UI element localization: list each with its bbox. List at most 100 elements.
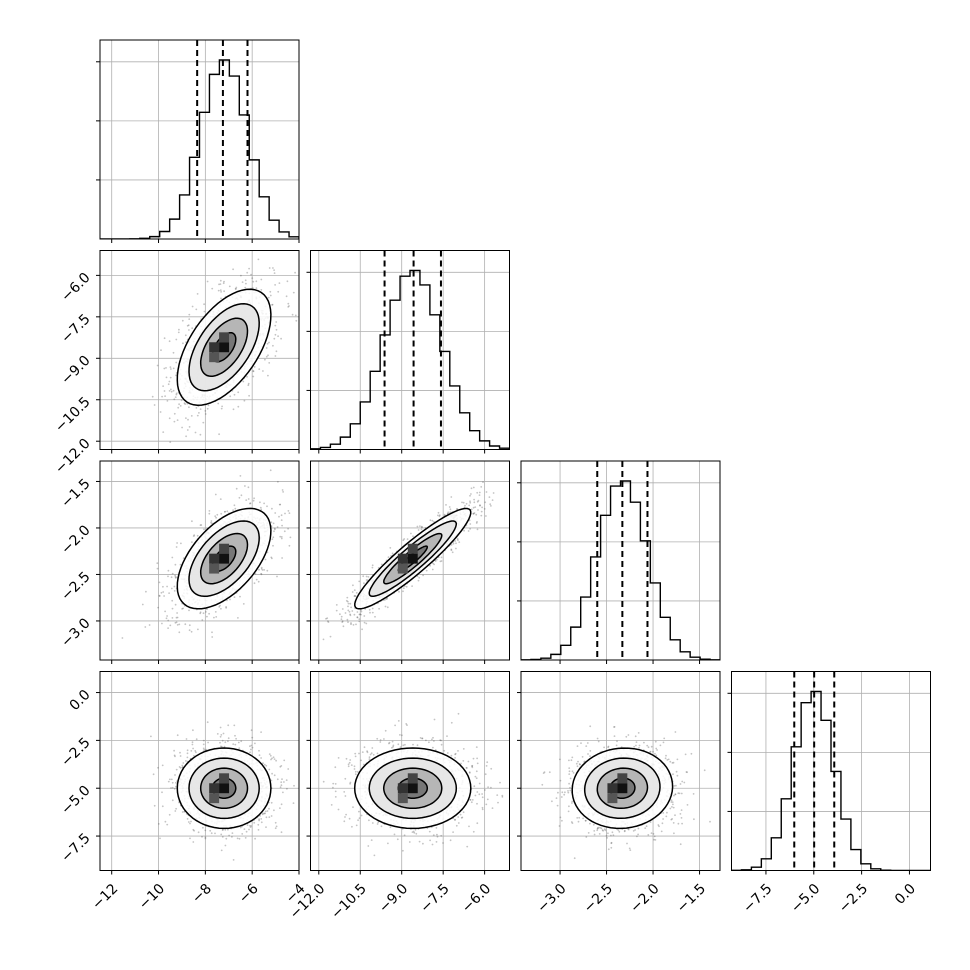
scatter-point <box>178 403 181 406</box>
scatter-point <box>200 524 203 526</box>
scatter-point <box>274 324 277 327</box>
scatter-point <box>271 304 273 306</box>
scatter-point <box>205 611 207 613</box>
scatter-point <box>187 418 189 421</box>
scatter-point <box>374 615 376 618</box>
scatter-point <box>176 734 179 737</box>
scatter-point <box>260 731 262 733</box>
scatter-point <box>246 375 248 378</box>
scatter-point <box>398 590 400 593</box>
scatter-point <box>358 620 361 623</box>
scatter-point <box>220 734 223 736</box>
y-tick-label: −7.5 <box>58 311 93 346</box>
scatter-point <box>163 390 166 392</box>
scatter-point <box>236 837 239 840</box>
scatter-point <box>359 613 362 616</box>
scatter-point <box>354 595 357 598</box>
density-cell <box>209 342 220 353</box>
scatter-point <box>477 509 479 511</box>
scatter-point <box>266 505 268 508</box>
scatter-point <box>449 511 452 514</box>
scatter-point <box>238 496 241 499</box>
scatter-point <box>191 741 194 744</box>
scatter-point <box>268 362 271 364</box>
scatter-point <box>255 280 258 283</box>
scatter-point <box>244 279 247 282</box>
scatter-point <box>268 768 271 771</box>
scatter-point <box>469 500 471 503</box>
scatter-point <box>275 321 278 323</box>
scatter-point <box>253 582 256 585</box>
scatter-point <box>240 494 243 497</box>
scatter-point <box>269 294 272 297</box>
scatter-point <box>229 598 231 601</box>
scatter-point <box>294 314 297 317</box>
scatter-point <box>246 824 249 826</box>
scatter-point <box>168 592 171 594</box>
scatter-point <box>202 743 205 746</box>
scatter-point <box>272 536 275 539</box>
scatter-point <box>489 503 492 506</box>
scatter-point <box>208 510 211 512</box>
scatter-point <box>169 441 172 443</box>
scatter-point <box>187 821 190 823</box>
scatter-point <box>162 385 165 387</box>
scatter-point <box>420 528 423 531</box>
panel-frame <box>99 39 300 240</box>
scatter-point <box>261 813 264 816</box>
scatter-point <box>156 562 159 565</box>
scatter-point <box>275 350 278 353</box>
scatter-point <box>474 506 477 508</box>
scatter-point <box>164 395 167 397</box>
panel-frame <box>99 460 300 661</box>
scatter-point <box>162 431 165 433</box>
scatter-point <box>286 280 289 283</box>
scatter-point <box>186 818 189 820</box>
scatter-point <box>258 368 261 370</box>
scatter-point <box>484 501 487 504</box>
scatter-point <box>472 506 475 509</box>
scatter-point <box>403 538 406 540</box>
scatter-point <box>425 569 428 572</box>
scatter-point <box>168 813 171 816</box>
scatter-point <box>469 494 471 497</box>
scatter-point <box>273 269 275 271</box>
scatter-point <box>197 628 199 631</box>
scatter-point <box>171 599 174 602</box>
scatter-point <box>288 305 290 307</box>
density-cell <box>407 543 418 554</box>
scatter-point <box>280 536 283 538</box>
scatter-point <box>325 617 327 620</box>
scatter-point <box>450 549 453 552</box>
scatter-point <box>171 607 174 610</box>
scatter-point <box>301 481 303 483</box>
density-layer <box>322 481 495 641</box>
density-layer <box>151 258 298 443</box>
scatter-point <box>280 765 283 767</box>
density-cell <box>209 553 220 564</box>
scatter-point <box>158 594 161 597</box>
scatter-point <box>252 370 255 372</box>
scatter-point <box>438 514 441 517</box>
scatter-point <box>480 486 483 488</box>
scatter-point <box>380 563 383 566</box>
scatter-point <box>358 580 361 583</box>
scatter-point <box>249 502 252 505</box>
scatter-point <box>237 391 240 394</box>
scatter-point <box>270 801 273 804</box>
scatter-point <box>267 374 269 377</box>
scatter-point <box>252 499 255 502</box>
scatter-point <box>417 529 420 531</box>
scatter-point <box>434 560 437 562</box>
scatter-point <box>220 607 222 610</box>
scatter-point <box>186 749 189 752</box>
scatter-point <box>189 822 191 825</box>
scatter-point <box>206 721 209 724</box>
scatter-point <box>199 524 202 526</box>
scatter-point <box>344 612 347 614</box>
scatter-point <box>240 740 243 743</box>
y-tick-label: −2.0 <box>58 522 93 557</box>
scatter-point <box>217 289 220 292</box>
scatter-point <box>469 528 471 530</box>
scatter-point <box>173 787 176 790</box>
